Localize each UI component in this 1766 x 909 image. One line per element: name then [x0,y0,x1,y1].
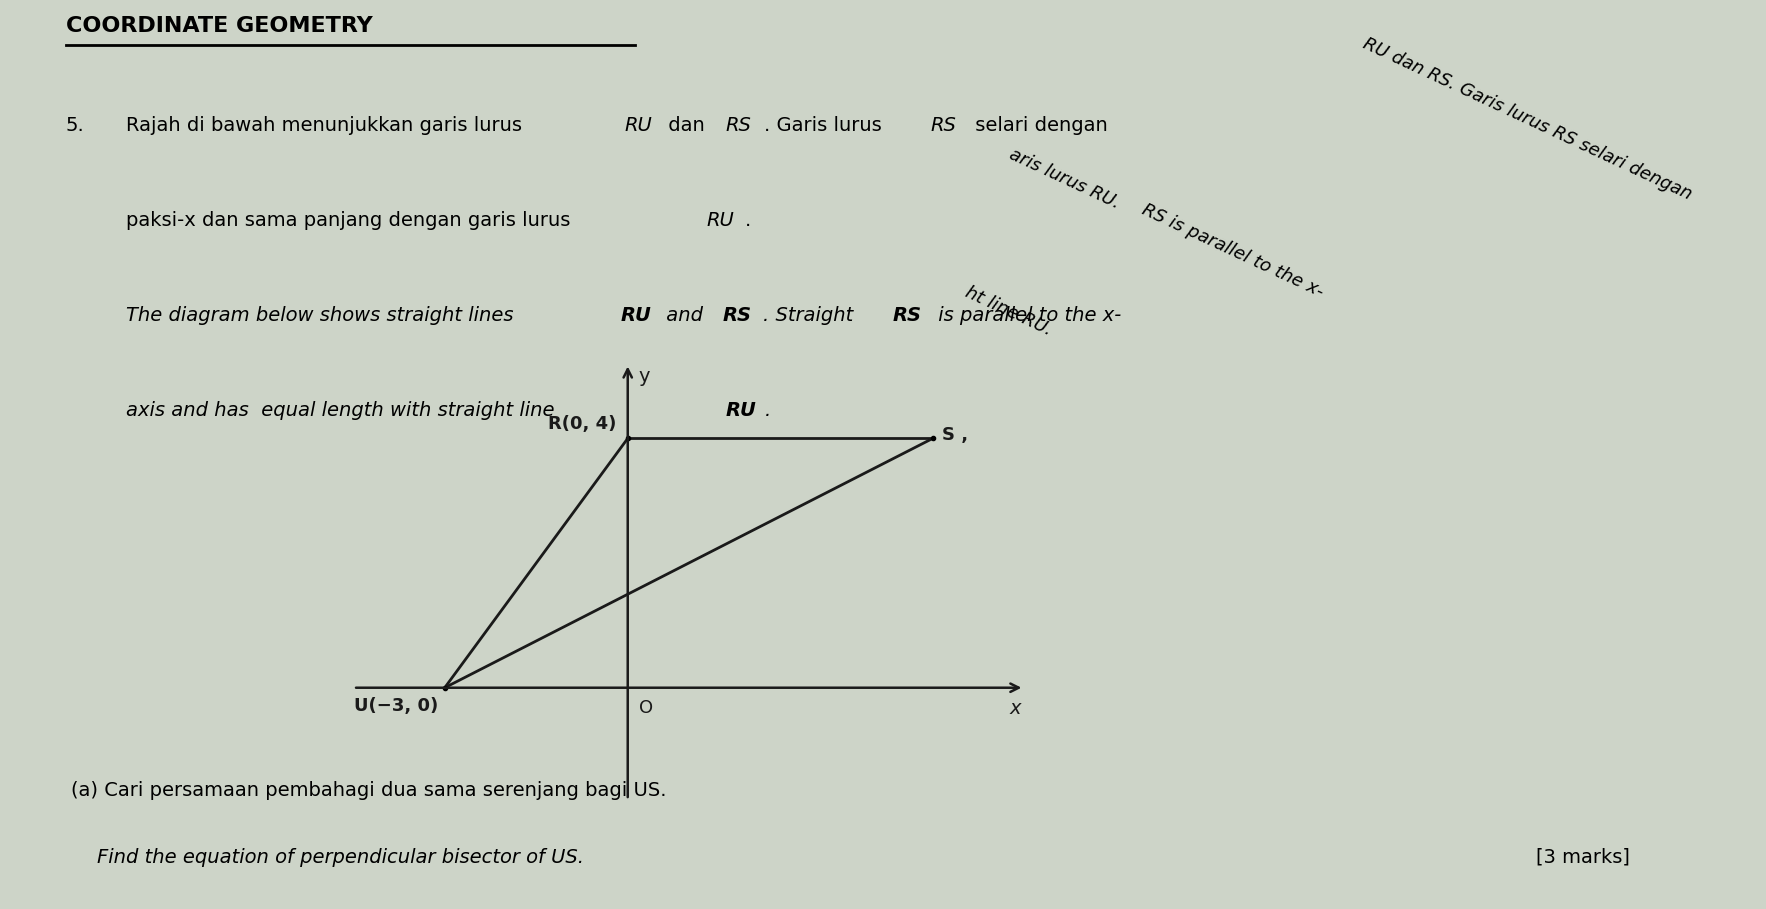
Text: .: . [765,401,772,420]
Text: RU: RU [622,305,652,325]
Text: y: y [639,366,650,385]
Text: ht line RU.: ht line RU. [962,284,1054,339]
Text: [3 marks]: [3 marks] [1536,848,1630,867]
Text: axis and has  equal length with straight line: axis and has equal length with straight … [125,401,560,420]
Text: RS is parallel to the x-: RS is parallel to the x- [1139,200,1326,301]
Text: RS: RS [722,305,752,325]
Text: aris lurus RU.: aris lurus RU. [1007,145,1123,212]
Text: is parallel to the x-: is parallel to the x- [932,305,1121,325]
Text: O: O [639,699,653,717]
Text: R(0, 4): R(0, 4) [549,415,616,434]
Text: Rajah di bawah menunjukkan garis lurus: Rajah di bawah menunjukkan garis lurus [125,116,528,135]
Text: The diagram below shows straight lines: The diagram below shows straight lines [125,305,519,325]
Text: RS: RS [726,116,752,135]
Text: and: and [660,305,710,325]
Text: RU: RU [623,116,652,135]
Text: COORDINATE GEOMETRY: COORDINATE GEOMETRY [65,15,373,35]
Text: (a) Cari persamaan pembahagi dua sama serenjang bagi US.: (a) Cari persamaan pembahagi dua sama se… [71,781,666,800]
Text: .: . [745,211,751,230]
Text: U(−3, 0): U(−3, 0) [355,697,438,715]
Text: RU: RU [706,211,735,230]
Text: paksi-x dan sama panjang dengan garis lurus: paksi-x dan sama panjang dengan garis lu… [125,211,576,230]
Text: Find the equation of perpendicular bisector of US.: Find the equation of perpendicular bisec… [97,848,585,867]
Text: 5.: 5. [65,116,85,135]
Text: RS: RS [892,305,922,325]
Text: . Straight: . Straight [763,305,860,325]
Text: RS: RS [931,116,957,135]
Text: dan: dan [662,116,712,135]
Text: RU dan RS. Garis lurus RS selari dengan: RU dan RS. Garis lurus RS selari dengan [1360,35,1695,204]
Text: RU: RU [726,401,758,420]
Text: . Garis lurus: . Garis lurus [765,116,888,135]
Text: S ,: S , [941,426,968,445]
Text: selari dengan: selari dengan [970,116,1107,135]
Text: x: x [1010,699,1021,718]
